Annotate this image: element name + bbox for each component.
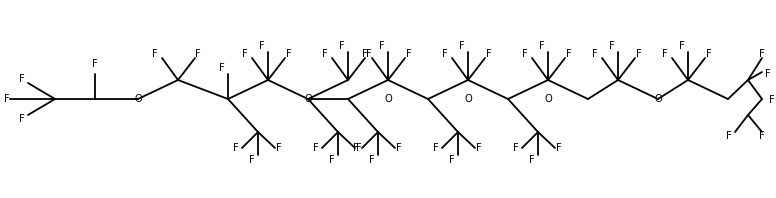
- Text: F: F: [442, 49, 448, 59]
- Text: F: F: [636, 49, 642, 59]
- Text: F: F: [286, 49, 292, 59]
- Text: F: F: [592, 49, 598, 59]
- Text: F: F: [322, 49, 328, 59]
- Text: F: F: [476, 143, 482, 153]
- Text: F: F: [759, 49, 765, 59]
- Text: F: F: [406, 49, 412, 59]
- Text: O: O: [384, 94, 392, 104]
- Text: F: F: [329, 155, 335, 165]
- Text: F: F: [379, 41, 385, 51]
- Text: F: F: [314, 143, 319, 153]
- Text: O: O: [134, 94, 142, 104]
- Text: F: F: [249, 155, 255, 165]
- Text: F: F: [566, 49, 572, 59]
- Text: F: F: [679, 41, 685, 51]
- Text: F: F: [356, 143, 362, 153]
- Text: F: F: [662, 49, 668, 59]
- Text: F: F: [609, 41, 615, 51]
- Text: F: F: [353, 143, 359, 153]
- Text: F: F: [513, 143, 519, 153]
- Text: F: F: [259, 41, 265, 51]
- Text: F: F: [396, 143, 402, 153]
- Text: F: F: [362, 49, 368, 59]
- Text: F: F: [242, 49, 248, 59]
- Text: F: F: [152, 49, 158, 59]
- Text: F: F: [366, 49, 372, 59]
- Text: F: F: [4, 94, 10, 104]
- Text: O: O: [464, 94, 472, 104]
- Text: F: F: [19, 114, 25, 124]
- Text: F: F: [433, 143, 439, 153]
- Text: F: F: [706, 49, 712, 59]
- Text: F: F: [219, 63, 225, 73]
- Text: O: O: [654, 94, 662, 104]
- Text: F: F: [19, 74, 25, 84]
- Text: F: F: [195, 49, 201, 59]
- Text: F: F: [92, 59, 98, 69]
- Text: F: F: [539, 41, 545, 51]
- Text: F: F: [769, 95, 774, 105]
- Text: F: F: [726, 131, 732, 141]
- Text: F: F: [759, 131, 765, 141]
- Text: F: F: [765, 69, 771, 79]
- Text: F: F: [339, 41, 345, 51]
- Text: F: F: [459, 41, 465, 51]
- Text: O: O: [304, 94, 312, 104]
- Text: F: F: [233, 143, 239, 153]
- Text: F: F: [522, 49, 528, 59]
- Text: F: F: [276, 143, 282, 153]
- Text: F: F: [369, 155, 375, 165]
- Text: F: F: [529, 155, 535, 165]
- Text: F: F: [556, 143, 562, 153]
- Text: F: F: [486, 49, 492, 59]
- Text: O: O: [544, 94, 552, 104]
- Text: F: F: [449, 155, 455, 165]
